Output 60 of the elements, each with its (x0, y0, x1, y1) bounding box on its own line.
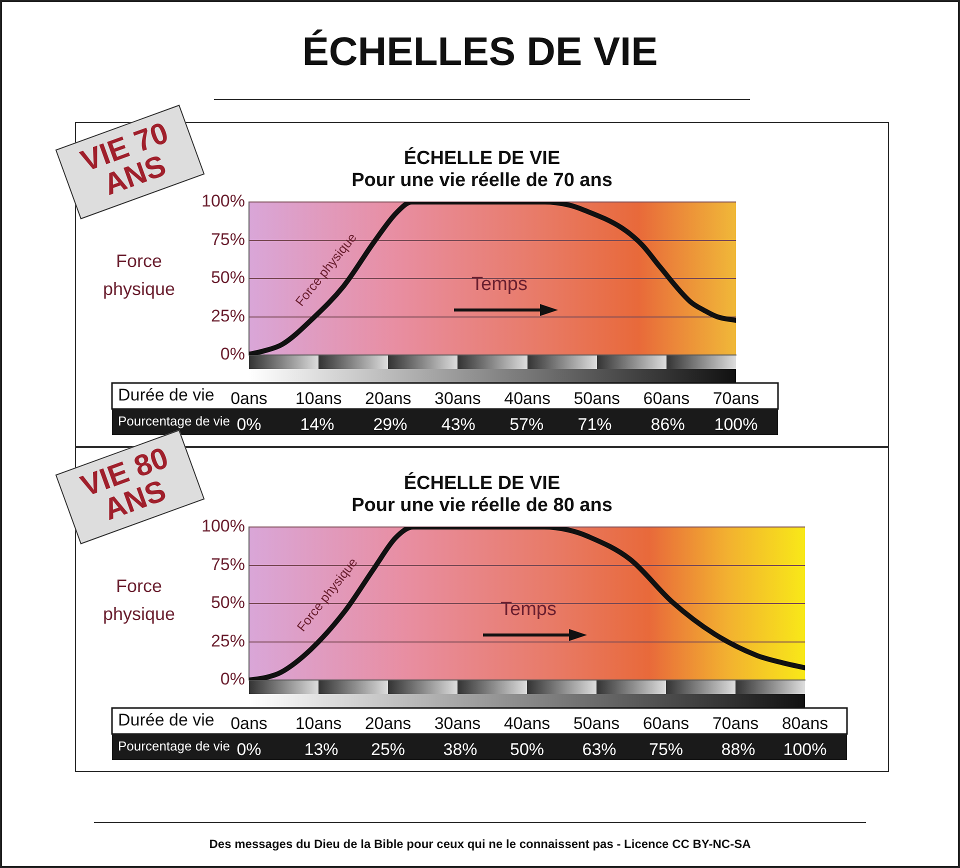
x-tick-label: 0ans (230, 714, 268, 733)
x2-tick-label: 50% (510, 740, 544, 759)
x-tick-label: 80ans (782, 714, 828, 733)
x-tick-label: 0ans (230, 388, 268, 408)
y-tick-label: 50% (210, 268, 245, 288)
y-tick-label: 50% (210, 593, 245, 612)
y-tick-label: 100% (202, 192, 245, 211)
x2-tick-label: 86% (650, 414, 685, 434)
y-tick-label: 75% (210, 230, 245, 249)
chart-title: ÉCHELLE DE VIE (404, 473, 560, 494)
x-tick-label: 30ans (434, 388, 481, 408)
x2-tick-label: 13% (304, 740, 338, 759)
x2-tick-label: 38% (443, 740, 478, 759)
x2-tick-label: 100% (783, 740, 827, 759)
y-axis-title: Force physique (102, 575, 176, 626)
y-tick-label: 75% (210, 554, 245, 574)
text: Des messages du Dieu de la Bible pour ceux qui ne le connaissent pas - Licence CC BY-NC-SA (208, 837, 752, 851)
x-axis-title: Durée de vie (118, 710, 214, 730)
x2-tick-label: 100% (714, 414, 758, 434)
y-tick-label: 0% (220, 670, 245, 689)
chart-title: ÉCHELLE DE VIE (404, 148, 560, 169)
x2-tick-label: 14% (300, 414, 334, 434)
x-tick-label: 70ans (712, 714, 759, 733)
x-tick-label: 40ans (504, 714, 550, 733)
x2-tick-label: 63% (582, 740, 616, 759)
text: VIE 80 ANS (76, 442, 173, 527)
x-tick-label: 50ans (573, 714, 620, 733)
x2-tick-label: 88% (721, 740, 756, 759)
y-tick-label: 25% (210, 631, 245, 650)
x2-axis-title: Pourcentage de vie (118, 414, 230, 429)
text: VIE 70 ANS (76, 116, 173, 202)
x2-tick-label: 25% (370, 740, 406, 759)
x2-tick-label: 43% (441, 414, 476, 434)
y-tick-label: 100% (202, 516, 245, 536)
x-tick-label: 60ans (642, 714, 690, 733)
x-tick-label: 50ans (574, 388, 620, 408)
x-tick-label: 10ans (295, 388, 342, 408)
text: ÉCHELLES DE VIE (301, 30, 659, 75)
x-tick-label: 70ans (712, 388, 760, 408)
x2-tick-label: 57% (510, 414, 544, 434)
x-tick-label: 10ans (295, 714, 342, 733)
x2-tick-label: 0% (236, 740, 262, 759)
x-tick-label: 40ans (504, 388, 550, 408)
x-tick-label: 20ans (364, 714, 412, 733)
y-tick-label: 25% (210, 306, 245, 326)
y-axis-title: Force physique (102, 250, 176, 301)
y-tick-label: 0% (220, 344, 245, 364)
chart-subtitle: Pour une vie réelle de 80 ans (352, 495, 612, 516)
x2-tick-label: 0% (236, 414, 262, 434)
x2-tick-label: 71% (578, 414, 612, 434)
x-tick-label: 30ans (434, 714, 481, 733)
x2-axis-title: Pourcentage de vie (118, 738, 230, 754)
x-tick-label: 20ans (364, 388, 412, 408)
annotation: Temps (472, 274, 528, 296)
x-tick-label: 60ans (643, 388, 690, 408)
chart-subtitle: Pour une vie réelle de 70 ans (352, 170, 612, 191)
x-axis-title: Durée de vie (118, 386, 214, 405)
x2-tick-label: 29% (373, 414, 408, 434)
annotation: Temps (500, 599, 556, 622)
x2-tick-label: 75% (648, 740, 684, 759)
